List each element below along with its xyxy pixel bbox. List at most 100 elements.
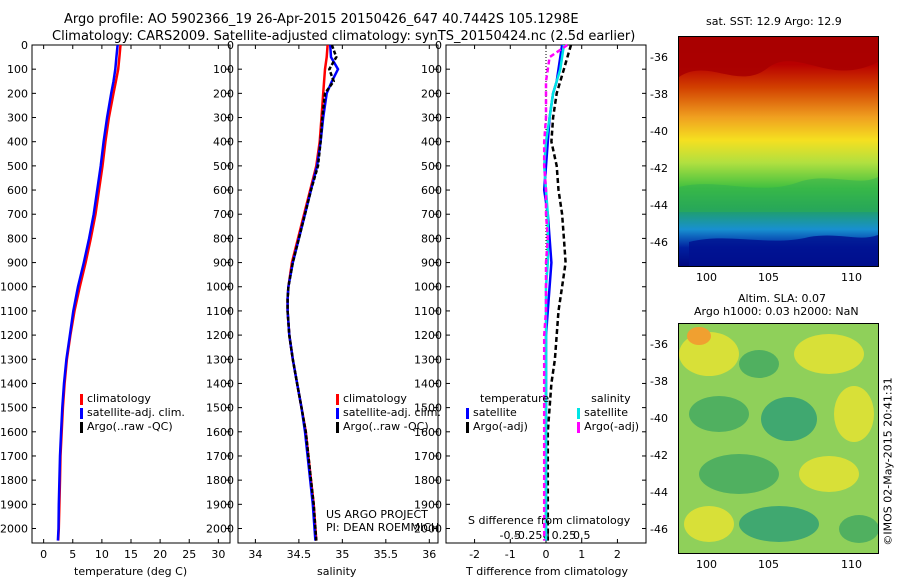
map-y-tick-label: -42 bbox=[650, 449, 668, 462]
map-y-tick-label: -42 bbox=[650, 162, 668, 175]
sst-map-title: sat. SST: 12.9 Argo: 12.9 bbox=[706, 15, 842, 28]
y-tick-label: 400 bbox=[213, 136, 234, 149]
top-x-tick-label: 0.5 bbox=[573, 529, 591, 542]
y-tick-label: 1400 bbox=[0, 377, 28, 390]
y-tick-label: 500 bbox=[213, 160, 234, 173]
sla-heatmap bbox=[679, 324, 878, 553]
y-tick-label: 1200 bbox=[0, 329, 28, 342]
y-tick-label: 800 bbox=[213, 232, 234, 245]
y-tick-label: 1700 bbox=[0, 450, 28, 463]
y-tick-label: 1000 bbox=[206, 281, 234, 294]
title-line-2: Climatology: CARS2009. Satellite-adjuste… bbox=[52, 29, 636, 44]
y-tick-label: 0 bbox=[227, 39, 234, 52]
y-tick-label: 900 bbox=[213, 257, 234, 270]
x-tick-label: 36 bbox=[422, 548, 436, 561]
map-x-tick-label: 110 bbox=[841, 271, 862, 284]
y-tick-label: 0 bbox=[21, 39, 28, 52]
y-tick-label: 100 bbox=[7, 63, 28, 76]
x-tick-label: 0 bbox=[543, 548, 550, 561]
x-tick-label: 34 bbox=[248, 548, 262, 561]
legend-swatch bbox=[336, 407, 339, 419]
x-tick-label: 1 bbox=[578, 548, 585, 561]
y-tick-label: 1900 bbox=[414, 498, 442, 511]
y-tick-label: 2000 bbox=[206, 522, 234, 535]
map-y-tick-label: -46 bbox=[650, 236, 668, 249]
imos-timestamp: ©IMOS 02-May-2015 20:41:31 bbox=[881, 377, 895, 546]
map-x-tick-label: 100 bbox=[696, 271, 717, 284]
y-tick-label: 1800 bbox=[206, 474, 234, 487]
legend-swatch bbox=[80, 421, 83, 433]
y-tick-label: 2000 bbox=[0, 522, 28, 535]
legend-argo: Argo(..raw -QC) bbox=[343, 420, 429, 433]
y-tick-label: 300 bbox=[213, 112, 234, 125]
y-tick-label: 1500 bbox=[206, 402, 234, 415]
plot-frame bbox=[237, 44, 439, 544]
y-tick-label: 1600 bbox=[0, 426, 28, 439]
series-t-argo bbox=[546, 44, 573, 541]
plot-frame bbox=[31, 44, 231, 544]
y-tick-label: 1600 bbox=[206, 426, 234, 439]
y-tick-label: 900 bbox=[421, 257, 442, 270]
legend-swatch bbox=[466, 407, 469, 419]
y-tick-label: 500 bbox=[421, 160, 442, 173]
map-y-tick-label: -38 bbox=[650, 88, 668, 101]
y-tick-label: 1300 bbox=[0, 353, 28, 366]
top-x-tick-label: -0.5 bbox=[500, 529, 521, 542]
x-tick-label: 2 bbox=[614, 548, 621, 561]
x-tick-label: -1 bbox=[505, 548, 516, 561]
y-tick-label: 1400 bbox=[414, 377, 442, 390]
map-y-tick-label: -38 bbox=[650, 375, 668, 388]
top-x-tick-label: 0.25 bbox=[552, 529, 577, 542]
legend-argo: Argo(..raw -QC) bbox=[87, 420, 173, 433]
map-y-tick-label: -40 bbox=[650, 125, 668, 138]
y-tick-label: 1800 bbox=[414, 474, 442, 487]
temperature-legend: climatology satellite-adj. clim. Argo(..… bbox=[80, 392, 185, 434]
legend-swatch bbox=[577, 421, 581, 433]
y-tick-label: 1200 bbox=[206, 329, 234, 342]
y-tick-label: 1000 bbox=[414, 281, 442, 294]
legend-temperature-header: temperature bbox=[480, 392, 550, 405]
y-tick-label: 500 bbox=[7, 160, 28, 173]
x-tick-label: 35.5 bbox=[374, 548, 399, 561]
y-tick-label: 1700 bbox=[414, 450, 442, 463]
y-tick-label: 1300 bbox=[414, 353, 442, 366]
map-y-tick-label: -44 bbox=[650, 199, 668, 212]
y-tick-label: 1700 bbox=[206, 450, 234, 463]
x-tick-label: 10 bbox=[95, 548, 109, 561]
y-tick-label: 1900 bbox=[206, 498, 234, 511]
y-tick-label: 900 bbox=[7, 257, 28, 270]
y-tick-label: 800 bbox=[7, 232, 28, 245]
legend-swatch bbox=[466, 421, 469, 433]
legend-swatch bbox=[80, 393, 83, 405]
y-tick-label: 200 bbox=[421, 87, 442, 100]
y-tick-label: 1900 bbox=[0, 498, 28, 511]
sst-heatmap bbox=[679, 37, 878, 266]
legend-satellite: satellite-adj. clim. bbox=[343, 406, 441, 419]
y-tick-label: 700 bbox=[7, 208, 28, 221]
y-tick-label: 1000 bbox=[0, 281, 28, 294]
project-annotation: US ARGO PROJECT bbox=[326, 508, 428, 521]
y-tick-label: 1200 bbox=[414, 329, 442, 342]
legend-t-satellite: satellite bbox=[473, 406, 517, 419]
difference-legend: temperature satellite Argo(-adj) salinit… bbox=[466, 392, 639, 434]
difference-top-label: S difference from climatology bbox=[468, 514, 631, 527]
legend-s-argo: Argo(-adj) bbox=[584, 420, 640, 433]
x-tick-label: -2 bbox=[469, 548, 480, 561]
top-x-tick-label: -0.25 bbox=[514, 529, 542, 542]
series-argo bbox=[286, 44, 338, 541]
sla-map bbox=[678, 323, 879, 554]
y-tick-label: 400 bbox=[7, 136, 28, 149]
map-x-tick-label: 110 bbox=[841, 558, 862, 571]
y-tick-label: 200 bbox=[7, 87, 28, 100]
series-s-satellite bbox=[542, 44, 566, 541]
legend-swatch bbox=[577, 407, 581, 419]
map-y-tick-label: -36 bbox=[650, 51, 668, 64]
legend-swatch bbox=[336, 393, 339, 405]
sla-map-title-1: Altim. SLA: 0.07 bbox=[738, 292, 827, 305]
map-y-tick-label: -36 bbox=[650, 338, 668, 351]
y-tick-label: 1500 bbox=[414, 402, 442, 415]
x-tick-label: 35 bbox=[335, 548, 349, 561]
legend-swatch bbox=[80, 407, 83, 419]
y-tick-label: 2000 bbox=[414, 522, 442, 535]
y-tick-label: 400 bbox=[421, 136, 442, 149]
